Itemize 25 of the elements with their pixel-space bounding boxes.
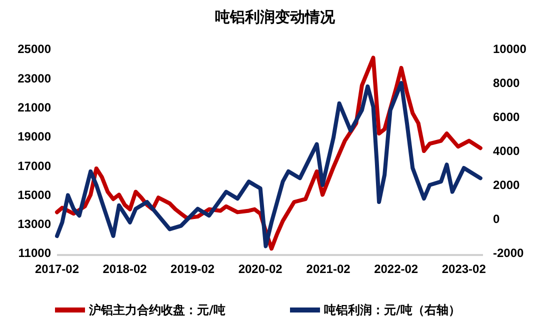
y-tick-label: 19000	[18, 130, 52, 144]
y2-tick-label: 6000	[493, 110, 520, 124]
y2-tick-label: 2000	[493, 178, 520, 192]
y2-tick-label: -2000	[493, 246, 524, 260]
x-tick-label: 2018-02	[102, 262, 148, 276]
legend-label: 吨铝利润：元/吨（右轴）	[324, 303, 460, 318]
y-tick-label: 15000	[18, 188, 52, 202]
x-tick-label: 2020-02	[238, 262, 283, 276]
y2-tick-label: 10000	[493, 42, 527, 56]
x-tick-label: 2022-02	[374, 262, 418, 276]
y2-tick-label: 8000	[493, 76, 520, 90]
y-tick-label: 25000	[18, 42, 52, 56]
y2-tick-label: 4000	[493, 144, 520, 158]
y-tick-label: 11000	[18, 246, 52, 260]
y-tick-label: 21000	[18, 100, 52, 114]
x-tick-label: 2019-02	[170, 262, 215, 276]
y-tick-label: 17000	[18, 158, 52, 173]
y2-tick-label: 0	[493, 212, 500, 226]
x-tick-label: 2023-02	[442, 262, 486, 276]
x-tick-label: 2017-02	[34, 262, 80, 276]
chart-title: 吨铝利润变动情况	[215, 8, 336, 26]
y-tick-label: 23000	[18, 71, 52, 86]
x-tick-label: 2021-02	[306, 262, 351, 276]
y-tick-label: 13000	[18, 217, 52, 232]
legend-label: 沪铝主力合约收盘：元/吨	[88, 303, 226, 318]
